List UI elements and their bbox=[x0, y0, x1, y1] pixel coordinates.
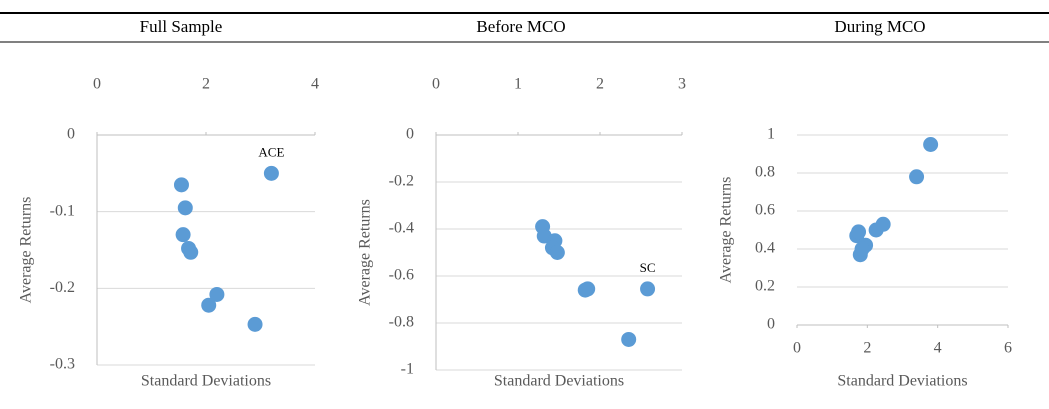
y-axis-title: Average Returns bbox=[357, 199, 374, 306]
x-tick-label: 0 bbox=[432, 76, 440, 93]
y-tick-label: -0.6 bbox=[389, 267, 414, 284]
point-label: SC bbox=[640, 260, 656, 275]
point bbox=[209, 286, 225, 302]
point bbox=[263, 165, 279, 181]
y-tick-label: 0.4 bbox=[755, 240, 775, 257]
point bbox=[851, 224, 867, 240]
point bbox=[909, 169, 925, 185]
point bbox=[640, 281, 656, 297]
x-tick-label: 1 bbox=[514, 76, 522, 93]
x-tick-label: 4 bbox=[934, 340, 942, 357]
point bbox=[549, 245, 565, 260]
y-tick-label: 0 bbox=[67, 126, 75, 143]
point bbox=[875, 216, 891, 232]
y-axis-title: Average Returns bbox=[18, 197, 35, 304]
point bbox=[577, 282, 593, 298]
x-axis-title: Standard Deviations bbox=[141, 373, 271, 390]
y-tick-label: 0.2 bbox=[755, 278, 775, 295]
x-tick-label: 2 bbox=[596, 76, 604, 93]
y-tick-label: -0.1 bbox=[50, 202, 75, 219]
point-label: ACE bbox=[258, 144, 284, 159]
y-tick-label: 0.8 bbox=[755, 164, 775, 181]
point bbox=[173, 177, 189, 193]
y-tick-label: 0.6 bbox=[755, 202, 775, 219]
y-tick-label: 0 bbox=[406, 126, 414, 143]
x-axis-title: Standard Deviations bbox=[494, 373, 624, 390]
x-tick-label: 6 bbox=[1004, 340, 1012, 357]
point bbox=[183, 244, 199, 260]
panel-title: Full Sample bbox=[140, 17, 223, 36]
x-tick-label: 3 bbox=[678, 76, 686, 93]
x-axis-title: Standard Deviations bbox=[837, 373, 967, 390]
y-tick-label: -0.4 bbox=[389, 220, 414, 237]
y-axis-title: Average Returns bbox=[718, 177, 735, 284]
x-tick-label: 2 bbox=[202, 76, 210, 93]
x-tick-label: 0 bbox=[93, 76, 101, 93]
x-tick-label: 4 bbox=[311, 76, 319, 93]
point bbox=[854, 241, 870, 257]
point bbox=[201, 297, 217, 313]
y-tick-label: -0.8 bbox=[389, 314, 414, 331]
y-tick-label: -1 bbox=[401, 361, 414, 378]
x-tick-label: 2 bbox=[863, 340, 871, 357]
y-tick-label: -0.2 bbox=[50, 279, 75, 296]
point bbox=[923, 137, 939, 152]
y-tick-label: -0.2 bbox=[389, 173, 414, 190]
y-tick-label: 1 bbox=[767, 126, 775, 143]
point bbox=[621, 331, 637, 347]
point bbox=[247, 316, 263, 332]
panel-title: During MCO bbox=[834, 17, 925, 36]
panel-title: Before MCO bbox=[476, 17, 565, 36]
point bbox=[175, 227, 191, 243]
point bbox=[177, 200, 193, 216]
y-tick-label: 0 bbox=[767, 316, 775, 333]
x-tick-label: 0 bbox=[793, 340, 801, 357]
y-tick-label: -0.3 bbox=[50, 356, 75, 373]
